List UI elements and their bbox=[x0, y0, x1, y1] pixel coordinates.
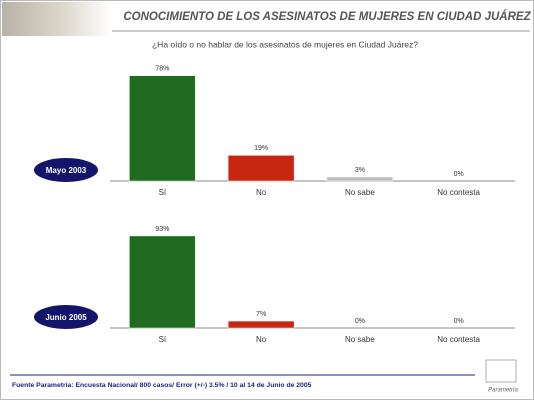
value-label: 0% bbox=[454, 171, 464, 178]
period-badge bbox=[32, 156, 100, 184]
x-tick-label: No contesta bbox=[437, 335, 480, 344]
footer-source: Fuente Parametría: Encuesta Nacional/ 80… bbox=[12, 382, 312, 389]
value-label: 7% bbox=[256, 311, 266, 318]
bar bbox=[129, 235, 196, 329]
logo bbox=[485, 359, 517, 383]
title: CONOCIMIENTO DE LOS ASESINATOS DE MUJERE… bbox=[123, 10, 531, 23]
subtitle: ¿Ha oído o no hablar de los asesinatos d… bbox=[152, 39, 418, 49]
period-label: Junio 2005 bbox=[45, 313, 87, 322]
x-tick-label: No contesta bbox=[437, 188, 480, 197]
value-label: 19% bbox=[254, 145, 268, 152]
value-label: 93% bbox=[155, 226, 169, 233]
value-label: 0% bbox=[355, 318, 365, 325]
bar bbox=[326, 176, 394, 182]
bar bbox=[129, 75, 196, 182]
header-photo bbox=[2, 2, 112, 36]
charts: 78% Sí 19% No 3% No sabe 0% No contesta Mayo 200… bbox=[32, 66, 515, 344]
x-tick-label: No bbox=[256, 188, 267, 197]
footer-brand: Parametría bbox=[488, 388, 518, 394]
bar bbox=[227, 155, 295, 182]
x-tick-label: No sabe bbox=[345, 188, 375, 197]
value-label: 0% bbox=[454, 318, 464, 325]
period-badge bbox=[32, 303, 100, 331]
x-tick-label: Sí bbox=[159, 335, 167, 344]
period-label: Mayo 2003 bbox=[46, 166, 87, 175]
x-tick-label: Sí bbox=[159, 188, 167, 197]
bar bbox=[227, 320, 295, 329]
value-label: 78% bbox=[155, 66, 169, 73]
x-tick-label: No sabe bbox=[345, 335, 375, 344]
x-tick-label: No bbox=[256, 335, 267, 344]
value-label: 3% bbox=[355, 167, 365, 174]
